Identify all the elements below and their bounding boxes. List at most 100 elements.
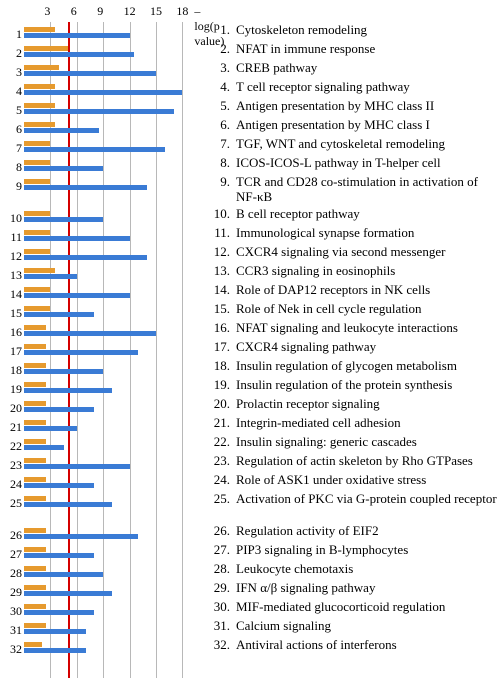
legend-label: Prolactin receptor signaling xyxy=(234,396,498,411)
legend-number: 10. xyxy=(206,206,234,221)
legend-label: Antiviral actions of interferons xyxy=(234,637,498,652)
bar-series-b xyxy=(24,312,94,317)
legend-label: Regulation activity of EIF2 xyxy=(234,523,498,538)
bar-series-b xyxy=(24,293,130,298)
bar-series-b xyxy=(24,217,103,222)
row-number: 21 xyxy=(6,420,22,435)
bar-series-b xyxy=(24,445,64,450)
legend-number: 17. xyxy=(206,339,234,354)
legend-label: Regulation of actin skeleton by Rho GTPa… xyxy=(234,453,498,468)
legend-number: 32. xyxy=(206,637,234,652)
bar-series-a xyxy=(24,528,46,533)
row-number: 10 xyxy=(6,211,22,226)
bar-series-a xyxy=(24,566,46,571)
bar-series-b xyxy=(24,407,94,412)
row-number: 28 xyxy=(6,566,22,581)
bar-series-a xyxy=(24,458,46,463)
legend-label: Insulin regulation of the protein synthe… xyxy=(234,377,498,392)
bar-series-b xyxy=(24,591,112,596)
bar-series-a xyxy=(24,325,46,330)
bar-series-a xyxy=(24,604,46,609)
legend-label: Antigen presentation by MHC class II xyxy=(234,98,498,113)
legend-item: 17.CXCR4 signaling pathway xyxy=(206,339,498,354)
legend-item: 26.Regulation activity of EIF2 xyxy=(206,523,498,538)
legend-label: Insulin signaling: generic cascades xyxy=(234,434,498,449)
bar-series-a xyxy=(24,268,55,273)
bar-series-b xyxy=(24,166,103,171)
chart-plot-area xyxy=(24,22,200,678)
bar-series-a xyxy=(24,141,50,146)
legend-number: 26. xyxy=(206,523,234,538)
bar-series-b xyxy=(24,185,147,190)
row-number: 13 xyxy=(6,268,22,283)
legend-number: 24. xyxy=(206,472,234,487)
bar-series-a xyxy=(24,160,50,165)
legend-item: 6.Antigen presentation by MHC class I xyxy=(206,117,498,132)
legend-number: 22. xyxy=(206,434,234,449)
row-number: 30 xyxy=(6,604,22,619)
row-number: 1 xyxy=(6,27,22,42)
legend-label: Cytoskeleton remodeling xyxy=(234,22,498,37)
legend-item: 12.CXCR4 signaling via second messenger xyxy=(206,244,498,259)
bar-series-a xyxy=(24,179,50,184)
bar-series-b xyxy=(24,388,112,393)
legend-number: 27. xyxy=(206,542,234,557)
legend-number: 9. xyxy=(206,174,234,205)
axis-tick-label: 3 xyxy=(44,4,50,19)
legend-item: 22.Insulin signaling: generic cascades xyxy=(206,434,498,449)
legend-label: ICOS-ICOS-L pathway in T-helper cell xyxy=(234,155,498,170)
row-number: 14 xyxy=(6,287,22,302)
legend-item: 15.Role of Nek in cell cycle regulation xyxy=(206,301,498,316)
row-number: 11 xyxy=(6,230,22,245)
bar-series-a xyxy=(24,103,55,108)
row-number: 2 xyxy=(6,46,22,61)
bar-series-b xyxy=(24,147,165,152)
legend-label: CREB pathway xyxy=(234,60,498,75)
bar-series-a xyxy=(24,401,46,406)
legend-label: CXCR4 signaling pathway xyxy=(234,339,498,354)
row-number: 18 xyxy=(6,363,22,378)
legend-number: 3. xyxy=(206,60,234,75)
legend-number: 13. xyxy=(206,263,234,278)
legend-label: Integrin-mediated cell adhesion xyxy=(234,415,498,430)
bar-series-a xyxy=(24,344,46,349)
legend-item: 16.NFAT signaling and leukocyte interact… xyxy=(206,320,498,335)
legend-label: Role of Nek in cell cycle regulation xyxy=(234,301,498,316)
legend-label: PIP3 signaling in B-lymphocytes xyxy=(234,542,498,557)
bar-series-a xyxy=(24,439,46,444)
bar-series-a xyxy=(24,363,46,368)
legend-item: 7.TGF, WNT and cytoskeletal remodeling xyxy=(206,136,498,151)
legend-label: Role of ASK1 under oxidative stress xyxy=(234,472,498,487)
bar-series-b xyxy=(24,33,130,38)
row-number: 15 xyxy=(6,306,22,321)
gridline xyxy=(182,22,183,678)
legend-item: 4.T cell receptor signaling pathway xyxy=(206,79,498,94)
legend-label: Role of DAP12 receptors in NK cells xyxy=(234,282,498,297)
row-number: 3 xyxy=(6,65,22,80)
bar-series-a xyxy=(24,496,46,501)
row-number: 19 xyxy=(6,382,22,397)
bar-series-a xyxy=(24,477,46,482)
legend-item: 29.IFN α/β signaling pathway xyxy=(206,580,498,595)
row-number: 7 xyxy=(6,141,22,156)
bar-series-b xyxy=(24,502,112,507)
legend-number: 19. xyxy=(206,377,234,392)
legend-item: 14.Role of DAP12 receptors in NK cells xyxy=(206,282,498,297)
row-number: 26 xyxy=(6,528,22,543)
row-number: 23 xyxy=(6,458,22,473)
legend-item: 32.Antiviral actions of interferons xyxy=(206,637,498,652)
bar-series-b xyxy=(24,128,99,133)
bar-series-a xyxy=(24,27,55,32)
bar-series-b xyxy=(24,426,77,431)
legend-label: T cell receptor signaling pathway xyxy=(234,79,498,94)
row-number: 22 xyxy=(6,439,22,454)
bar-series-b xyxy=(24,369,103,374)
legend-number: 12. xyxy=(206,244,234,259)
axis-tick-label: 18 xyxy=(176,4,188,19)
row-number: 9 xyxy=(6,179,22,194)
legend-number: 25. xyxy=(206,491,234,506)
legend-label: CXCR4 signaling via second messenger xyxy=(234,244,498,259)
legend-label: TGF, WNT and cytoskeletal remodeling xyxy=(234,136,498,151)
bar-series-b xyxy=(24,331,156,336)
legend-number: 18. xyxy=(206,358,234,373)
